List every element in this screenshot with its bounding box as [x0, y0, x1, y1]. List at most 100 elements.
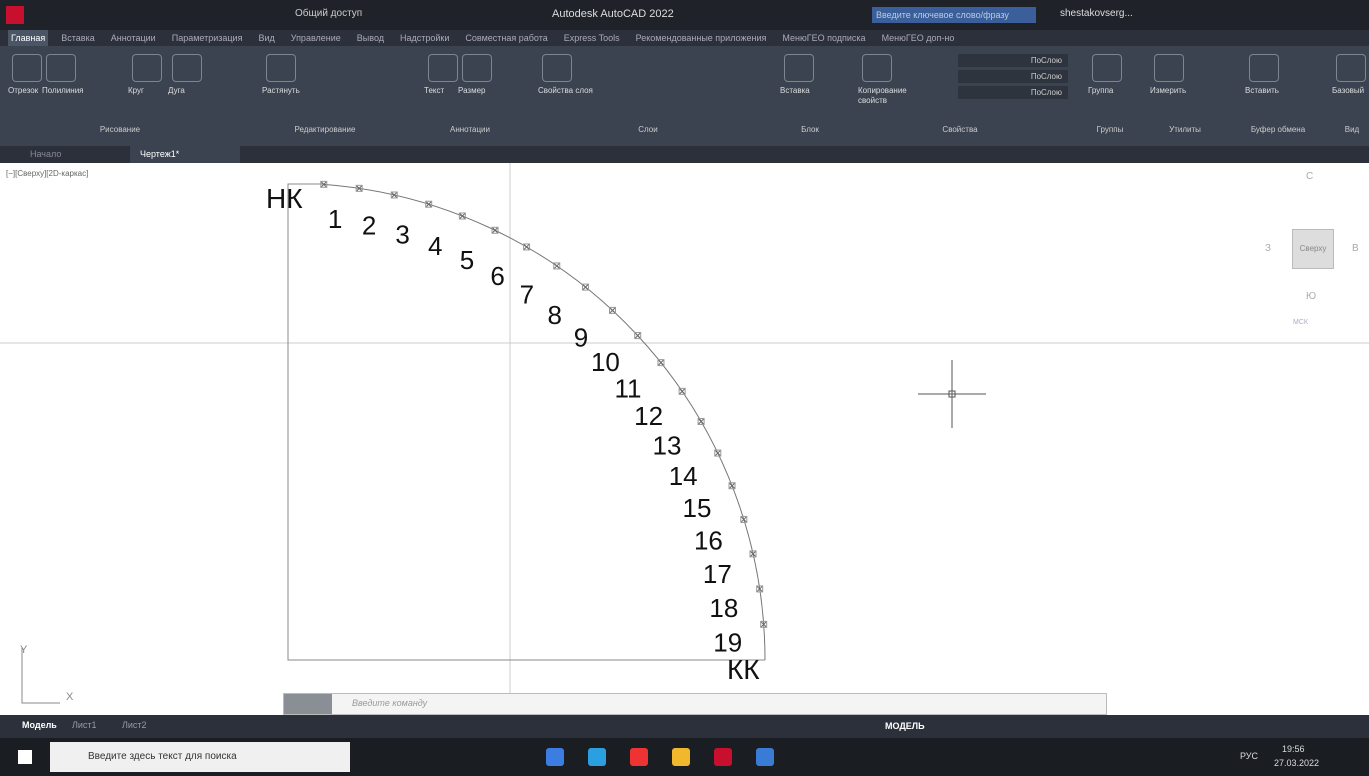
ribbon-tab[interactable]: Надстройки: [397, 30, 452, 46]
tool-label[interactable]: Группа: [1088, 86, 1113, 96]
point-label: 17: [703, 559, 732, 589]
tool-icon[interactable]: [12, 54, 42, 82]
search-box[interactable]: Введите ключевое слово/фразу: [872, 7, 1036, 23]
panel-title[interactable]: Слои: [613, 125, 683, 134]
tool-icon[interactable]: [462, 54, 492, 82]
tool-icon[interactable]: [1249, 54, 1279, 82]
ribbon-tab[interactable]: Управление: [288, 30, 344, 46]
file-tab[interactable]: Чертеж1*: [130, 146, 240, 163]
tool-label[interactable]: Измерить: [1150, 86, 1186, 96]
taskbar-app[interactable]: [546, 748, 564, 766]
model-space[interactable]: МОДЕЛЬ: [885, 721, 925, 731]
ribbon-tab[interactable]: Совместная работа: [462, 30, 550, 46]
layout-tab[interactable]: Лист2: [122, 720, 147, 730]
taskbar-app[interactable]: [630, 748, 648, 766]
ribbon-tabs: Главная Вставка Аннотации Параметризация Вид…: [0, 30, 1369, 46]
tool-label[interactable]: Базовый: [1332, 86, 1364, 96]
tool-label[interactable]: Вставка: [780, 86, 810, 96]
layout-tab[interactable]: Лист1: [72, 720, 97, 730]
point-label: 8: [547, 300, 561, 330]
tool-label[interactable]: Размер: [458, 86, 486, 96]
file-tab[interactable]: Начало: [20, 146, 130, 163]
ribbon-tab[interactable]: Express Tools: [561, 30, 623, 46]
clock-time[interactable]: 19:56: [1282, 744, 1305, 754]
point-marker: [658, 360, 664, 366]
point-label: 7: [520, 279, 534, 309]
tool-icon[interactable]: [784, 54, 814, 82]
panel-title[interactable]: Группы: [1075, 125, 1145, 134]
layout-tab[interactable]: Модель: [22, 720, 57, 730]
tool-label[interactable]: Текст: [424, 86, 444, 96]
tool-icon[interactable]: [862, 54, 892, 82]
point-label: 3: [395, 220, 409, 250]
panel-title[interactable]: Рисование: [85, 125, 155, 134]
tool-label[interactable]: Дуга: [168, 86, 185, 96]
point-marker: [554, 263, 560, 269]
tool-label[interactable]: Копирование свойств: [858, 86, 928, 106]
panel-title[interactable]: Аннотации: [435, 125, 505, 134]
autocad-window: Общий доступAutodesk AutoCAD 2022Введите…: [0, 0, 1369, 776]
taskbar: Введите здесь текст для поиска РУС 19:56 27…: [0, 738, 1369, 776]
tool-icon[interactable]: [428, 54, 458, 82]
tool-icon[interactable]: [172, 54, 202, 82]
point-label: 13: [653, 431, 682, 461]
ribbon-tab[interactable]: МенюГЕО доп-но: [879, 30, 958, 46]
panel-title[interactable]: Свойства: [925, 125, 995, 134]
ribbon: Отрезок Полилиния Круг Дуга Растянуть Текст Ра…: [0, 46, 1369, 146]
panel-title[interactable]: Вид: [1317, 125, 1369, 134]
tool-icon[interactable]: [46, 54, 76, 82]
ribbon-tab[interactable]: Параметризация: [169, 30, 246, 46]
quick-access[interactable]: Общий доступ: [295, 8, 362, 19]
ribbon-tab[interactable]: Вывод: [354, 30, 387, 46]
taskbar-app[interactable]: [672, 748, 690, 766]
status-bar: Модель Лист1 Лист2 МОДЕЛЬ: [0, 715, 1369, 738]
app-logo: [6, 6, 24, 24]
viewport: [−][Сверху][2D-каркас]СЮЗВСверхуМСКНК123…: [0, 163, 1369, 715]
taskbar-search[interactable]: Введите здесь текст для поиска: [50, 742, 350, 772]
command-buttons: [284, 694, 332, 714]
point-label: 5: [460, 245, 474, 275]
taskbar-app[interactable]: [714, 748, 732, 766]
tool-label[interactable]: Отрезок: [8, 86, 38, 96]
tool-icon[interactable]: [542, 54, 572, 82]
ribbon-tab[interactable]: Рекомендованные приложения: [633, 30, 770, 46]
point-marker: [426, 201, 432, 207]
tool-label[interactable]: Растянуть: [262, 86, 300, 96]
panel-title[interactable]: Буфер обмена: [1243, 125, 1313, 134]
tool-icon[interactable]: [1092, 54, 1122, 82]
property-value[interactable]: ПоСлою: [958, 54, 1068, 67]
user-name[interactable]: shestakovserg...: [1060, 8, 1133, 19]
point-marker: [609, 307, 615, 313]
tool-label[interactable]: Вставить: [1245, 86, 1279, 96]
command-input[interactable]: Введите команду: [352, 698, 427, 708]
tool-icon[interactable]: [1154, 54, 1184, 82]
ribbon-tab[interactable]: Аннотации: [108, 30, 159, 46]
property-value[interactable]: ПоСлою: [958, 86, 1068, 99]
panel-title[interactable]: Утилиты: [1150, 125, 1220, 134]
tool-icon[interactable]: [1336, 54, 1366, 82]
command-line[interactable]: Введите команду: [283, 693, 1107, 715]
point-label: 9: [574, 323, 588, 353]
point-label: 15: [683, 493, 712, 523]
panel-title[interactable]: Редактирование: [290, 125, 360, 134]
taskbar-app[interactable]: [588, 748, 606, 766]
tool-label[interactable]: Круг: [128, 86, 144, 96]
ribbon-tab[interactable]: Главная: [8, 30, 48, 46]
tool-icon[interactable]: [266, 54, 296, 82]
point-label: 11: [615, 373, 642, 403]
tool-label[interactable]: Свойства слоя: [538, 86, 593, 96]
point-label: 19: [713, 627, 742, 657]
panel-title[interactable]: Блок: [775, 125, 845, 134]
taskbar-app[interactable]: [756, 748, 774, 766]
property-value[interactable]: ПоСлою: [958, 70, 1068, 83]
keyboard-language[interactable]: РУС: [1240, 751, 1258, 761]
tool-label[interactable]: Полилиния: [42, 86, 84, 96]
clock-date[interactable]: 27.03.2022: [1274, 758, 1319, 768]
ribbon-tab[interactable]: Вид: [255, 30, 277, 46]
ribbon-tab[interactable]: Вставка: [58, 30, 97, 46]
title-bar: Общий доступAutodesk AutoCAD 2022Введите…: [0, 0, 1369, 30]
start-button[interactable]: [18, 750, 32, 764]
ribbon-tab[interactable]: МенюГЕО подписка: [779, 30, 868, 46]
tool-icon[interactable]: [132, 54, 162, 82]
point-label: 14: [669, 461, 698, 491]
